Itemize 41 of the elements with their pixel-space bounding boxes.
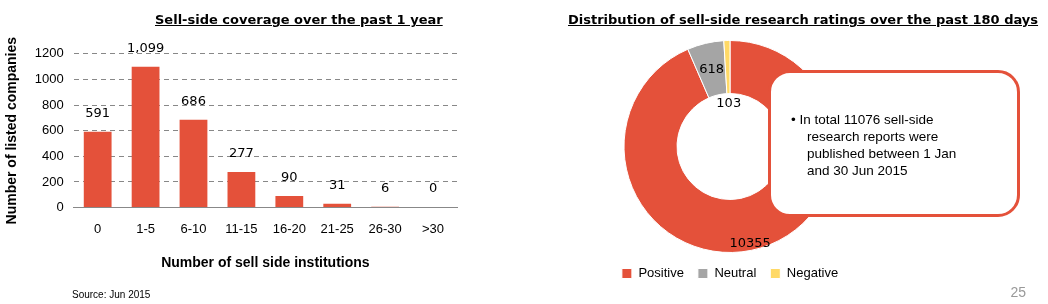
data-label: 591 — [85, 104, 111, 120]
data-label: 618 — [699, 60, 724, 76]
text: • In total 11076 sell-side research reports were published between 1 Jan and 30 Jun 2015 — [791, 111, 958, 179]
text: 25 — [1010, 284, 1026, 300]
y-tick-label: 1000 — [34, 71, 64, 87]
legend-label: Positive — [638, 265, 684, 281]
data-label: 0 — [428, 180, 438, 196]
y-tick-label: 1200 — [34, 45, 64, 61]
x-tick-label: 6-10 — [180, 220, 207, 236]
chart-title: Distribution of sell-side research ratings over the past 180 days — [568, 12, 1039, 27]
legend-label: Negative — [786, 265, 839, 281]
y-tick-label: 400 — [42, 147, 64, 163]
data-label: 31 — [328, 176, 346, 192]
bar — [227, 172, 256, 208]
data-label: 6 — [380, 179, 390, 195]
y-tick-label: 800 — [42, 96, 64, 112]
bar — [83, 131, 112, 208]
data-label: 686 — [181, 92, 206, 108]
legend-label: Neutral — [714, 265, 757, 281]
x-tick-label: 0 — [94, 220, 102, 236]
y-tick-label: 0 — [56, 199, 64, 215]
data-label: 90 — [281, 168, 298, 184]
x-tick-label: 1-5 — [136, 220, 155, 236]
bar — [131, 66, 160, 208]
chart-title: Sell-side coverage over the past 1 year — [155, 12, 443, 27]
data-label: 103 — [716, 94, 742, 110]
x-tick-label: >30 — [422, 220, 445, 236]
x-tick-label: 16-20 — [272, 220, 306, 236]
data-label: 277 — [228, 144, 254, 160]
bar — [179, 119, 208, 208]
source-note: Source: Jun 2015 — [72, 289, 151, 300]
bar — [275, 196, 304, 208]
y-axis-title: Number of listed companies — [3, 36, 20, 225]
x-tick-label: 26-30 — [368, 220, 402, 236]
x-axis-title: Number of sell side institutions — [161, 254, 370, 271]
data-label: 1,099 — [126, 39, 165, 55]
x-tick-label: 11-15 — [225, 220, 258, 236]
y-tick-label: 600 — [42, 122, 64, 138]
x-tick-label: 21-25 — [320, 220, 354, 236]
y-tick-label: 200 — [42, 173, 64, 189]
data-label: 10355 — [729, 235, 771, 251]
